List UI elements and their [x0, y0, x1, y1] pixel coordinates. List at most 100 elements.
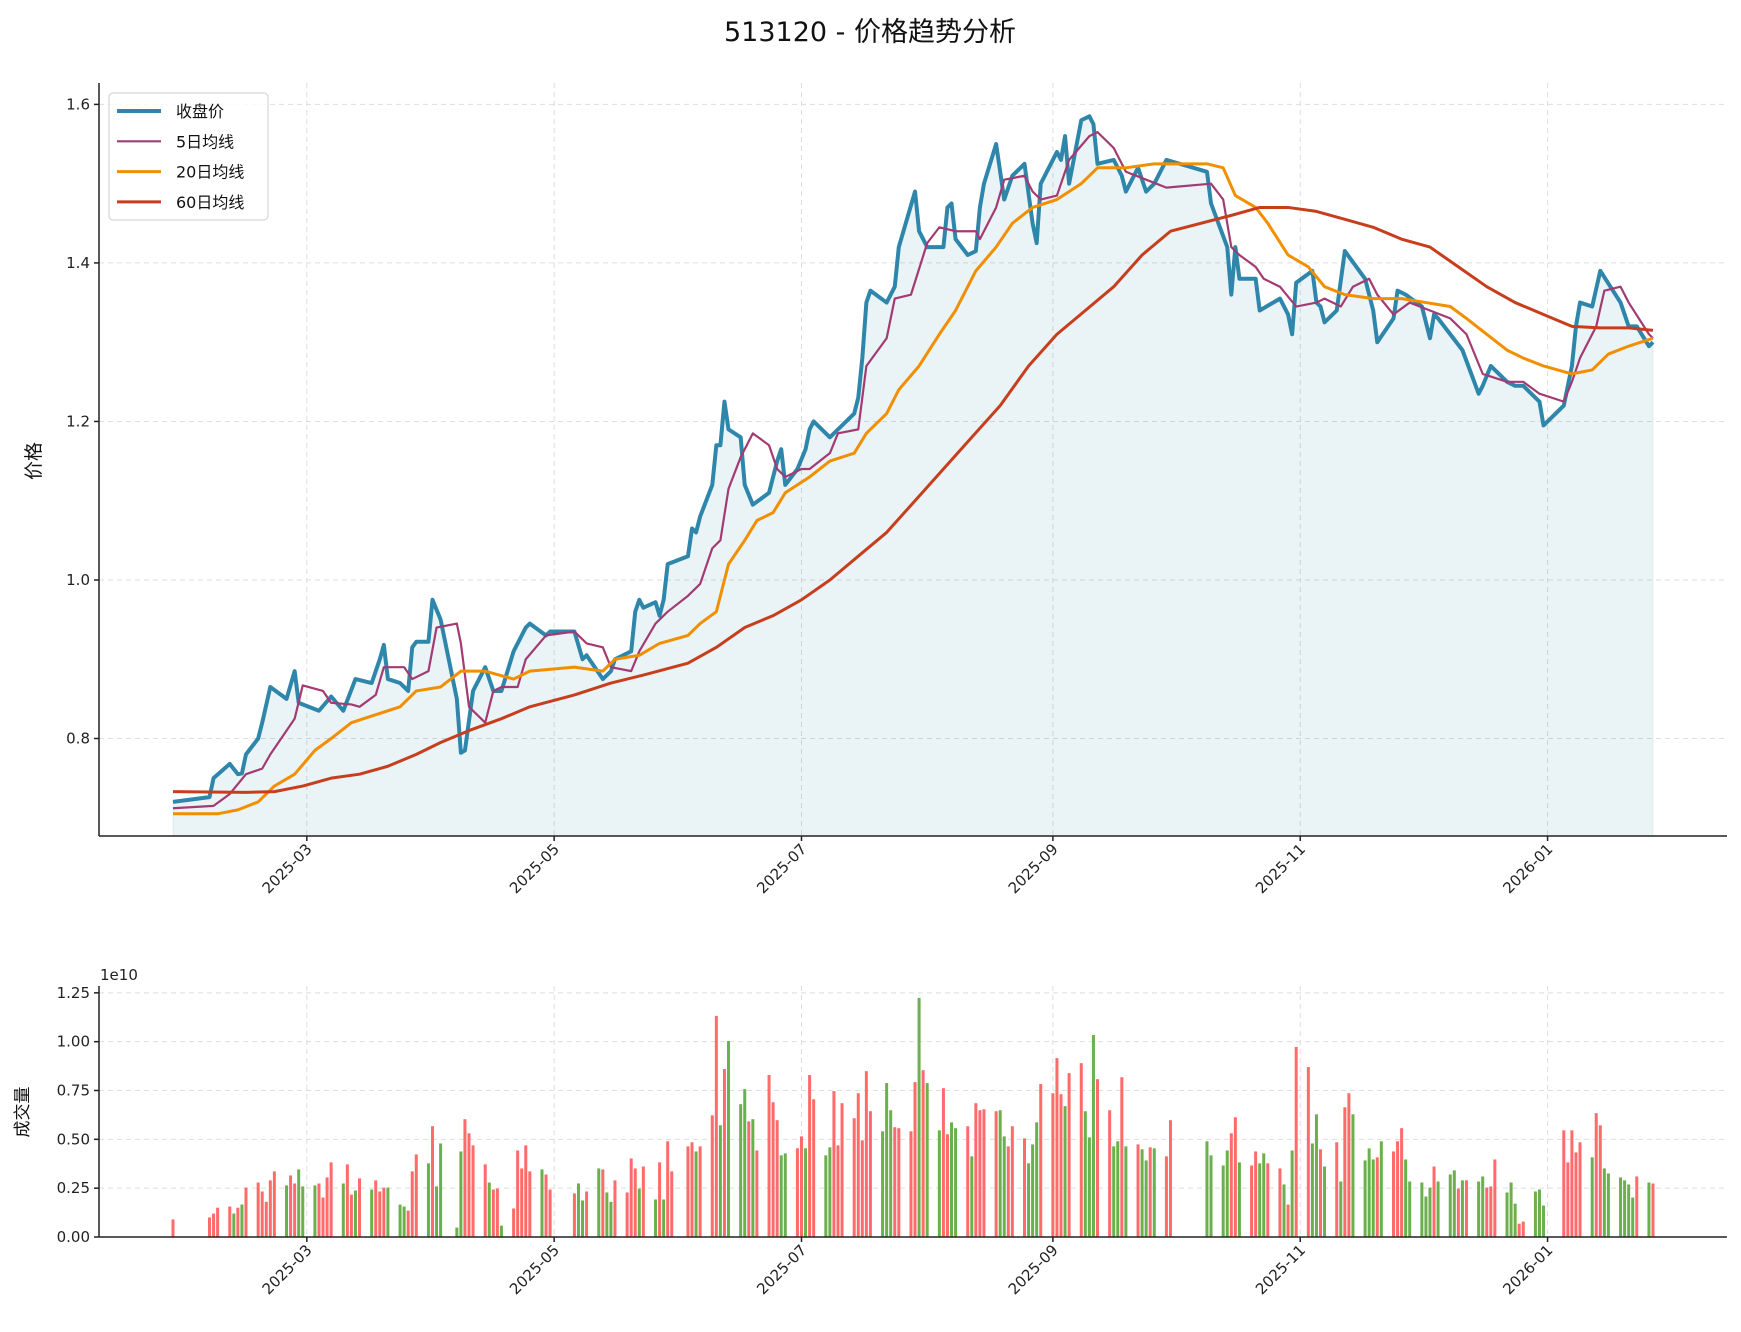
- volume-bar: [799, 1136, 803, 1237]
- volume-bar: [828, 1147, 832, 1237]
- volume-bar: [1448, 1174, 1452, 1237]
- volume-bar: [1428, 1187, 1432, 1237]
- volume-bar: [382, 1187, 386, 1237]
- volume-bar: [463, 1119, 467, 1237]
- volume-bar: [378, 1191, 382, 1237]
- volume-bar: [1542, 1205, 1546, 1237]
- volume-bar: [1152, 1148, 1156, 1237]
- volume-bar: [1570, 1130, 1574, 1237]
- volume-bar: [576, 1183, 580, 1237]
- volume-bar: [212, 1213, 216, 1237]
- volume-bar: [435, 1186, 439, 1237]
- x-tick-label: 2026-01: [1499, 1241, 1556, 1298]
- volume-bar: [1505, 1192, 1509, 1237]
- y-tick-label: 0.25: [57, 1179, 90, 1197]
- volume-bar: [966, 1126, 970, 1237]
- volume-bar: [512, 1208, 516, 1237]
- volume-bar: [1598, 1125, 1602, 1237]
- volume-bar: [974, 1103, 978, 1237]
- volume-bar: [856, 1093, 860, 1237]
- volume-bar: [1124, 1146, 1128, 1237]
- y-tick-label: 1.2: [66, 412, 90, 430]
- volume-bar: [349, 1194, 353, 1237]
- legend: 收盘价 5日均线 20日均线 60日均线: [108, 92, 269, 221]
- volume-bar: [1537, 1189, 1541, 1237]
- volume-bar: [1055, 1058, 1059, 1237]
- volume-bar: [893, 1127, 897, 1237]
- volume-bar: [467, 1133, 471, 1237]
- volume-bar: [1039, 1084, 1043, 1237]
- volume-bar: [1578, 1142, 1582, 1237]
- volume-scale-label: 1e10: [100, 966, 138, 984]
- volume-bar: [1533, 1191, 1537, 1237]
- volume-bar: [1404, 1159, 1408, 1237]
- volume-bar: [1590, 1157, 1594, 1237]
- volume-bar: [1400, 1128, 1404, 1237]
- volume-bar: [1002, 1136, 1006, 1237]
- volume-bar: [860, 1140, 864, 1237]
- legend-item: 20日均线: [117, 163, 244, 182]
- volume-bar: [398, 1204, 402, 1237]
- volume-bar: [1286, 1204, 1290, 1237]
- legend-label: 60日均线: [176, 193, 244, 212]
- volume-bar: [804, 1148, 808, 1237]
- volume-bar: [1108, 1110, 1112, 1237]
- volume-bar: [1424, 1196, 1428, 1237]
- volume-bar: [1205, 1141, 1209, 1237]
- volume-bar: [1010, 1126, 1014, 1237]
- volume-bar: [268, 1180, 272, 1237]
- y-tick-label: 1.4: [66, 254, 90, 272]
- volume-bar: [1282, 1184, 1286, 1237]
- volume-bar: [609, 1201, 613, 1237]
- volume-bar: [1059, 1094, 1063, 1237]
- volume-bar: [386, 1187, 390, 1237]
- volume-bar: [714, 1015, 718, 1237]
- y-tick-label: 1.6: [66, 95, 90, 113]
- volume-bar: [889, 1110, 893, 1237]
- volume-bar: [1562, 1130, 1566, 1237]
- volume-bar: [783, 1153, 787, 1237]
- volume-bar: [625, 1192, 629, 1237]
- volume-bar: [743, 1089, 747, 1237]
- volume-bar: [945, 1134, 949, 1237]
- volume-bar: [755, 1150, 759, 1237]
- volume-bar: [1087, 1137, 1091, 1237]
- volume-bar: [1651, 1183, 1655, 1237]
- volume-bar: [767, 1075, 771, 1237]
- volume-bar: [495, 1188, 499, 1237]
- volume-bar: [775, 1120, 779, 1237]
- chart-title: 513120 - 价格趋势分析: [724, 17, 1016, 48]
- volume-bar: [410, 1171, 414, 1237]
- volume-bar: [1635, 1176, 1639, 1237]
- volume-bar: [1031, 1144, 1035, 1237]
- volume-bar: [824, 1155, 828, 1237]
- x-tick-label: 2025-11: [1252, 1241, 1309, 1298]
- volume-bar: [921, 1070, 925, 1237]
- volume-bar: [1233, 1117, 1237, 1237]
- legend-label: 5日均线: [176, 132, 234, 151]
- volume-bar: [1294, 1046, 1298, 1237]
- legend-item: 5日均线: [117, 132, 234, 151]
- volume-bar: [666, 1141, 670, 1237]
- volume-bar: [1229, 1133, 1233, 1237]
- volume-bar: [694, 1151, 698, 1237]
- volume-bar: [297, 1169, 301, 1237]
- volume-bar: [1606, 1173, 1610, 1237]
- volume-bar: [341, 1183, 345, 1237]
- volume-bar: [1509, 1182, 1513, 1237]
- legend-label: 收盘价: [176, 102, 224, 121]
- volume-bar: [414, 1154, 418, 1237]
- volume-bar: [240, 1204, 244, 1237]
- volume-bar: [1363, 1160, 1367, 1237]
- volume-bar: [1120, 1077, 1124, 1237]
- volume-bar: [572, 1193, 576, 1237]
- volume-bar: [1136, 1144, 1140, 1237]
- volume-bar: [1116, 1141, 1120, 1237]
- volume-bar: [722, 1069, 726, 1237]
- close-price-area-fill: [172, 115, 1654, 837]
- volume-bar: [925, 1083, 929, 1237]
- volume-bar: [439, 1143, 443, 1237]
- volume-bar: [244, 1187, 248, 1237]
- volume-bar: [524, 1145, 528, 1237]
